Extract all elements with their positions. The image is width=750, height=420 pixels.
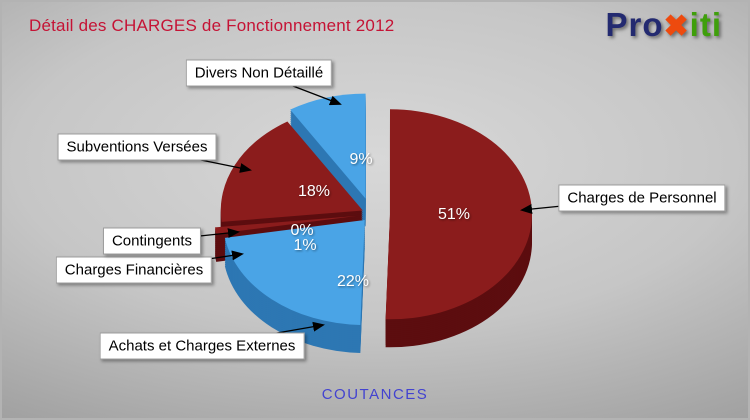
chart-title: Détail des CHARGES de Fonctionnement 201… xyxy=(29,16,395,35)
pie-slice xyxy=(214,215,357,234)
callout-arrow xyxy=(520,197,643,214)
pie-slice-side xyxy=(214,219,357,238)
pie-labels-group: 51% 22% 1%0% 18% 9% xyxy=(290,151,470,290)
pie-slices-group xyxy=(214,93,532,353)
logo-part-pro: Pro xyxy=(605,6,664,43)
callout-arrow xyxy=(136,146,252,173)
pie-percent-label: 51% xyxy=(438,206,470,223)
proxiti-logo: Pro✖iti xyxy=(606,6,722,44)
pie-percent-label: 1% xyxy=(293,237,316,254)
pie-percent-label: 0% xyxy=(290,222,313,239)
pie-slice xyxy=(220,121,363,222)
pie-slice xyxy=(290,93,366,199)
pie-percent-label: 22% xyxy=(337,273,369,290)
pie-slice xyxy=(385,109,532,320)
pie-slice-side xyxy=(214,217,357,236)
pie-percent-label: 18% xyxy=(298,183,330,200)
logo-x-icon: ✖ xyxy=(663,10,690,43)
pie-slice xyxy=(224,220,365,325)
logo-part-iti: iti xyxy=(689,6,722,43)
callout-arrow xyxy=(258,72,342,106)
commune-name: COUTANCES xyxy=(321,386,429,403)
pie-percent-label: 9% xyxy=(349,151,372,168)
